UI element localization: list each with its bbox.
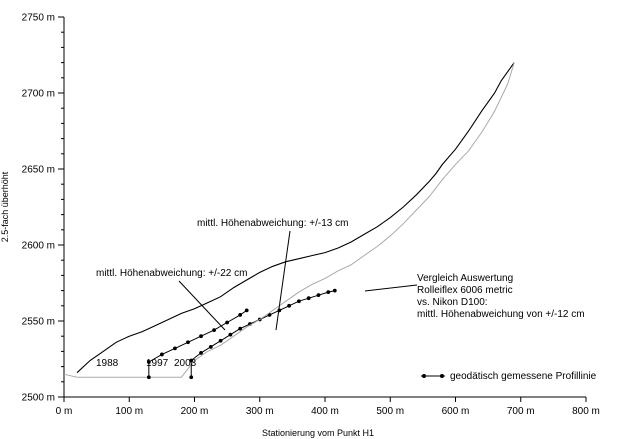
x-tick-label: 0 m bbox=[56, 406, 73, 417]
data-point bbox=[225, 320, 230, 325]
y-axis-ticks: 2500 m 2550 m 2600 m 2650 m 2700 m 2750 m bbox=[22, 13, 64, 404]
y-tick-label: 2600 m bbox=[22, 241, 55, 252]
annotations: mittl. Höhenabweichung: +/-13 cm mittl. … bbox=[96, 218, 585, 369]
annotation-leader-12cm bbox=[364, 284, 418, 292]
data-point bbox=[316, 293, 321, 298]
year-label-1988: 1988 bbox=[96, 358, 119, 369]
series-line-2003 bbox=[190, 290, 335, 361]
x-tick-label: 100 m bbox=[115, 406, 143, 417]
series-line-1988 bbox=[76, 62, 515, 374]
legend-marker-right bbox=[440, 374, 444, 378]
annotation-comparison-line2: Rolleiflex 6006 metric bbox=[417, 285, 513, 296]
legend-label: geodätisch gemessene Profillinie bbox=[450, 371, 597, 382]
data-point bbox=[326, 290, 331, 295]
data-point bbox=[244, 308, 249, 313]
legend: geodätisch gemessene Profillinie bbox=[421, 371, 597, 382]
annotation-leader-22cm bbox=[178, 280, 226, 331]
x-axis-title: Stationierung vom Punkt H1 bbox=[262, 428, 374, 438]
data-point bbox=[159, 352, 164, 357]
legend-marker-left bbox=[422, 374, 426, 378]
annotation-deviation-13cm: mittl. Höhenabweichung: +/-13 cm bbox=[197, 218, 348, 229]
data-point bbox=[208, 344, 213, 349]
data-point bbox=[212, 328, 216, 333]
data-point bbox=[297, 299, 301, 304]
x-tick-label: 200 m bbox=[181, 406, 209, 417]
data-point bbox=[228, 332, 233, 337]
data-point bbox=[287, 303, 292, 308]
data-point bbox=[199, 351, 203, 355]
year-label-1997: 1997 bbox=[146, 358, 169, 369]
year-label-2003: 2003 bbox=[174, 358, 197, 369]
data-point bbox=[267, 313, 272, 317]
annotation-deviation-22cm: mittl. Höhenabweichung: +/-22 cm bbox=[96, 268, 247, 279]
x-tick-label: 500 m bbox=[376, 406, 404, 417]
data-point bbox=[186, 340, 190, 345]
data-point bbox=[306, 296, 311, 301]
x-tick-label: 400 m bbox=[311, 406, 339, 417]
data-point bbox=[238, 326, 243, 331]
annotation-leader-13cm bbox=[275, 230, 291, 331]
data-point bbox=[238, 313, 243, 317]
data-point bbox=[199, 334, 203, 339]
data-point bbox=[332, 288, 337, 293]
x-tick-label: 700 m bbox=[507, 406, 535, 417]
x-axis-ticks: 0 m 100 m 200 m 300 m 400 m 500 m 600 m 700 m 80… bbox=[56, 397, 600, 417]
data-point bbox=[146, 375, 151, 380]
x-tick-label: 800 m bbox=[572, 406, 600, 417]
y-tick-label: 2700 m bbox=[22, 89, 55, 100]
annotation-comparison-line4: mittl. Höhenabweichung von +/-12 cm bbox=[417, 309, 585, 320]
y-tick-label: 2650 m bbox=[22, 165, 55, 176]
series-line-comparison bbox=[63, 62, 515, 378]
y-axis-title: 2.5-fach überhöht bbox=[0, 171, 10, 242]
y-tick-label: 2750 m bbox=[22, 13, 55, 24]
data-point bbox=[173, 346, 177, 351]
y-tick-label: 2500 m bbox=[22, 393, 55, 404]
series-layer bbox=[63, 62, 515, 380]
annotation-comparison-line3: vs. Nikon D100: bbox=[417, 297, 488, 308]
axes bbox=[63, 17, 586, 398]
annotation-comparison-line1: Vergleich Auswertung bbox=[417, 273, 513, 284]
data-point bbox=[218, 338, 223, 343]
data-point bbox=[189, 375, 194, 380]
y-tick-label: 2550 m bbox=[22, 317, 55, 328]
x-tick-label: 600 m bbox=[442, 406, 470, 417]
x-tick-label: 300 m bbox=[246, 406, 274, 417]
